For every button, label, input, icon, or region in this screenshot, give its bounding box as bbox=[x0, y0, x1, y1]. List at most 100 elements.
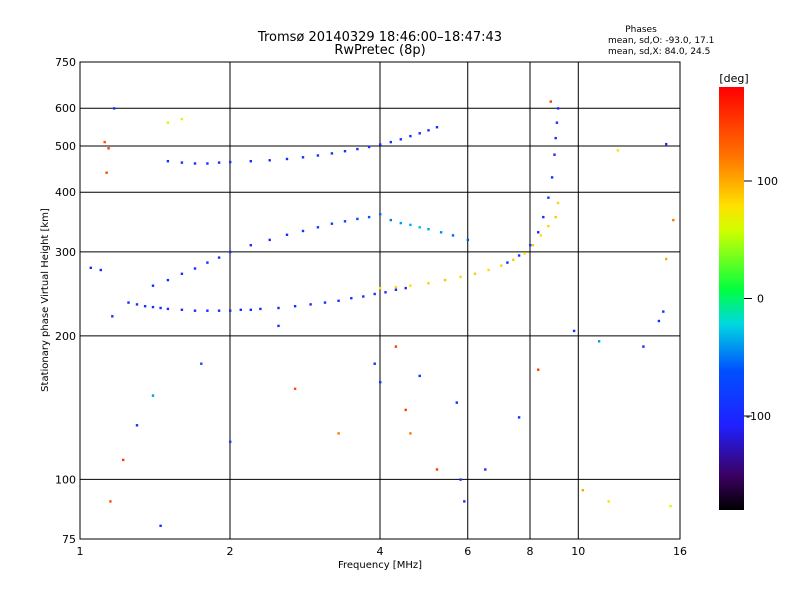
data-point bbox=[394, 288, 398, 291]
data-point bbox=[537, 368, 540, 371]
data-point bbox=[517, 254, 521, 257]
data-points bbox=[89, 100, 675, 527]
data-point bbox=[330, 222, 334, 225]
data-point bbox=[500, 264, 503, 267]
data-point bbox=[379, 286, 382, 290]
data-point bbox=[662, 310, 665, 313]
x-tick-label: 6 bbox=[464, 545, 471, 558]
data-point bbox=[384, 291, 387, 294]
data-point bbox=[180, 308, 184, 311]
data-point bbox=[229, 160, 232, 164]
data-point bbox=[409, 284, 412, 287]
data-point bbox=[159, 524, 162, 527]
data-point bbox=[323, 301, 327, 304]
data-point bbox=[200, 362, 203, 365]
data-point bbox=[487, 268, 490, 272]
data-point bbox=[418, 132, 421, 135]
data-point bbox=[122, 458, 125, 462]
data-point bbox=[556, 201, 560, 205]
data-point bbox=[268, 159, 271, 162]
x-tick-label: 2 bbox=[227, 545, 234, 558]
data-point bbox=[512, 258, 515, 261]
data-point bbox=[409, 223, 412, 227]
data-point bbox=[293, 305, 297, 308]
data-point bbox=[399, 138, 402, 141]
data-point bbox=[301, 156, 305, 159]
data-point bbox=[135, 424, 139, 427]
data-point bbox=[151, 284, 155, 287]
data-point bbox=[105, 171, 108, 174]
x-axis-label: Frequency [MHz] bbox=[338, 560, 422, 571]
chart-subtitle: RwPretec (8p) bbox=[334, 43, 425, 58]
data-point bbox=[103, 140, 106, 144]
data-point bbox=[404, 408, 407, 412]
data-point bbox=[356, 147, 359, 151]
data-point bbox=[665, 257, 668, 261]
y-tick-label: 75 bbox=[62, 533, 76, 546]
data-point bbox=[316, 226, 320, 229]
colorbar-ticks: 100 0 -100 bbox=[744, 175, 778, 423]
y-tick-label: 750 bbox=[55, 56, 76, 69]
colorbar bbox=[719, 87, 744, 510]
data-point bbox=[409, 134, 412, 138]
colorbar-tick-label: 100 bbox=[757, 175, 778, 188]
data-point bbox=[427, 282, 430, 285]
data-point bbox=[285, 157, 289, 161]
data-point bbox=[642, 345, 645, 348]
data-point bbox=[555, 121, 559, 124]
data-point bbox=[113, 107, 116, 110]
data-point bbox=[547, 196, 550, 199]
x-tick-label: 1 bbox=[77, 545, 84, 558]
data-point bbox=[151, 305, 155, 309]
y-tick-label: 400 bbox=[55, 186, 76, 199]
data-point bbox=[89, 266, 92, 269]
data-point bbox=[151, 394, 155, 397]
data-point bbox=[135, 303, 139, 306]
y-axis-label: Stationary phase Virtual Height [km] bbox=[40, 208, 51, 392]
data-point bbox=[389, 218, 392, 222]
data-point bbox=[484, 468, 487, 471]
data-point bbox=[672, 218, 675, 222]
data-point bbox=[217, 161, 221, 164]
y-tick-label: 200 bbox=[55, 330, 76, 343]
data-point bbox=[409, 432, 412, 435]
data-point bbox=[404, 286, 407, 290]
data-point bbox=[293, 387, 297, 390]
stats-line-o: mean, sd,O: -93.0, 17.1 bbox=[608, 36, 714, 46]
data-point bbox=[553, 153, 556, 156]
data-point bbox=[373, 292, 376, 296]
x-tick-label: 8 bbox=[527, 545, 534, 558]
data-point bbox=[111, 315, 114, 318]
stats-header: Phases bbox=[625, 25, 657, 35]
y-tick-label: 100 bbox=[55, 473, 76, 486]
data-point bbox=[249, 308, 252, 311]
data-point bbox=[343, 220, 347, 223]
data-point bbox=[367, 215, 371, 219]
data-point bbox=[597, 340, 601, 343]
data-point bbox=[657, 319, 661, 323]
data-point bbox=[539, 234, 542, 237]
data-point bbox=[143, 305, 147, 308]
data-point bbox=[259, 307, 262, 311]
data-point bbox=[616, 149, 620, 152]
data-point bbox=[229, 440, 232, 443]
data-point bbox=[217, 309, 221, 312]
data-point bbox=[249, 160, 252, 163]
data-point bbox=[367, 145, 371, 149]
data-point bbox=[166, 307, 170, 311]
data-point bbox=[463, 500, 466, 503]
y-tick-label: 300 bbox=[55, 246, 76, 259]
data-point bbox=[229, 309, 232, 312]
data-point bbox=[159, 306, 162, 310]
x-tick-label: 10 bbox=[571, 545, 585, 558]
data-point bbox=[443, 278, 447, 282]
data-point bbox=[669, 504, 672, 508]
data-point bbox=[301, 229, 305, 233]
chart-title: Tromsø 20140329 18:46:00–18:47:43 bbox=[257, 30, 502, 45]
x-ticks: 1 2 4 6 8 10 16 bbox=[77, 545, 688, 558]
data-point bbox=[356, 217, 359, 221]
data-point bbox=[373, 362, 376, 365]
data-point bbox=[389, 140, 392, 144]
data-point bbox=[337, 299, 340, 302]
